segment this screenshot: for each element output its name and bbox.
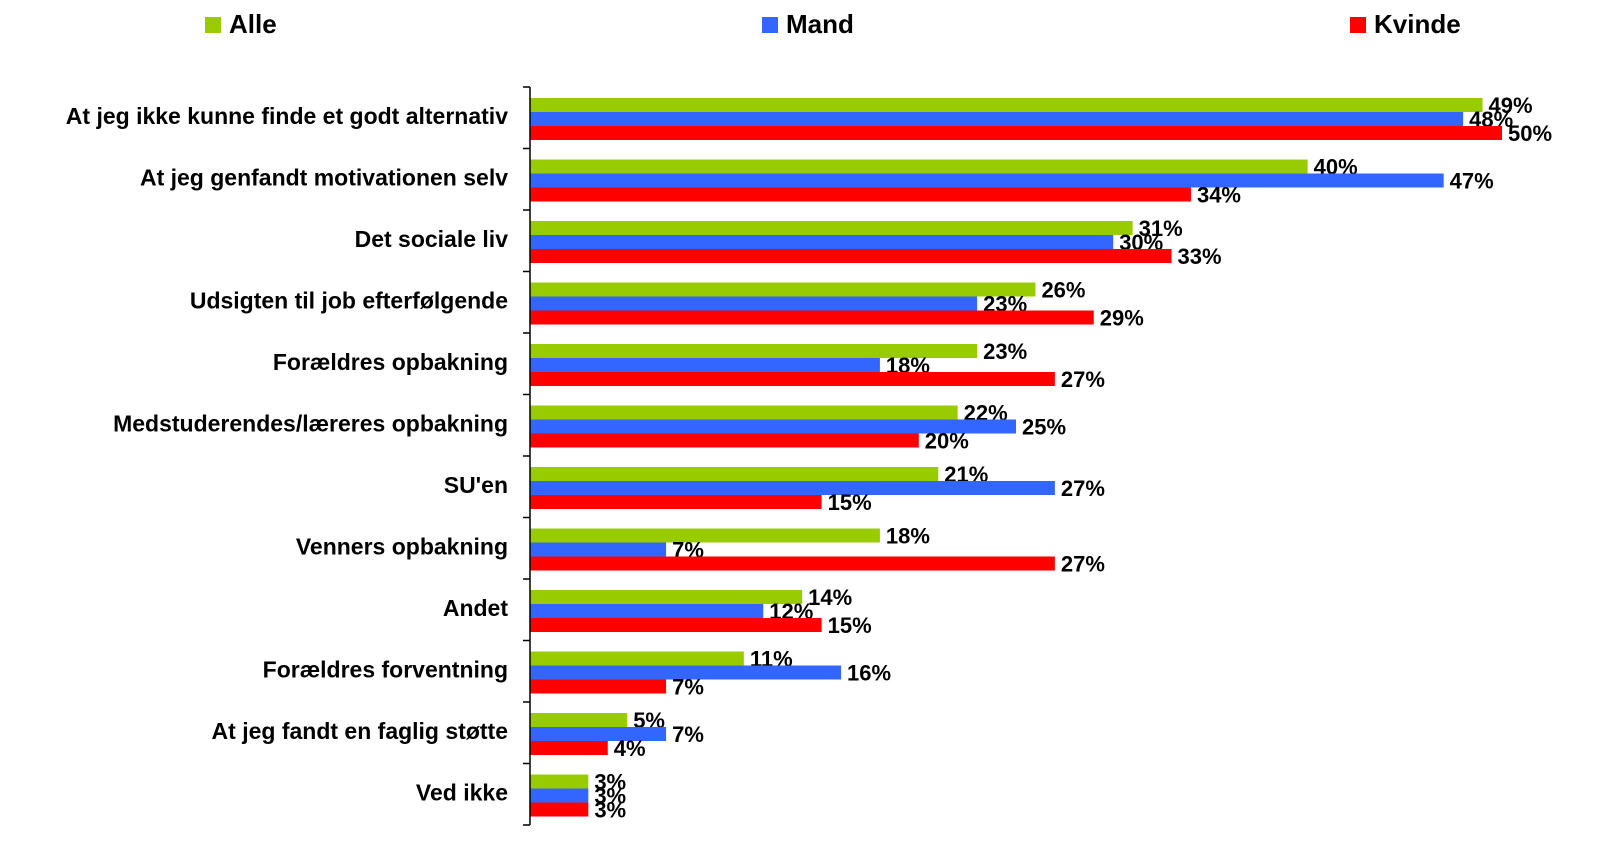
y-tick-label: Ved ikke [416,779,508,805]
bar [530,126,1502,140]
value-label: 27% [1061,367,1105,392]
y-tick-label: SU'en [444,472,508,498]
value-label: 26% [1041,277,1085,302]
bar [530,112,1464,126]
bar [530,727,667,741]
legend-label: Kvinde [1374,9,1461,39]
bar [530,618,822,632]
bar [530,604,764,618]
bar [530,467,939,481]
bar [530,802,589,817]
bar [530,358,880,372]
y-tick-label: Det sociale liv [355,226,509,252]
bar [530,235,1114,249]
bar [530,310,1094,325]
bar [530,481,1055,495]
value-label: 3% [594,769,626,794]
value-label: 4% [614,736,646,761]
bar [530,542,667,557]
value-label: 49% [1489,93,1533,118]
y-tick-label: Medstuderendes/læreres opbakning [113,410,508,436]
bar [530,221,1133,235]
y-tick-label: At jeg genfandt motivationen selv [140,164,508,190]
bar [530,495,822,509]
bar [530,556,1055,571]
value-label: 15% [828,490,872,515]
bar [530,98,1483,112]
bar [530,173,1444,188]
legend-label: Mand [786,9,854,39]
bar [530,774,589,789]
y-tick-label: Udsigten til job efterfølgende [190,287,508,313]
bar [530,741,608,755]
bar [530,433,919,448]
value-label: 18% [886,523,930,548]
bar [530,665,842,680]
value-label: 14% [808,585,852,610]
y-tick-label: Andet [443,595,509,621]
value-label: 25% [1022,414,1066,439]
legend-swatch [205,17,221,33]
value-label: 7% [672,674,704,699]
value-label: 23% [983,339,1027,364]
value-label: 15% [828,613,872,638]
value-label: 33% [1178,244,1222,269]
bar [530,590,803,604]
value-label: 16% [847,660,891,685]
legend-label: Alle [229,9,277,39]
value-label: 47% [1450,168,1494,193]
bar [530,249,1172,263]
value-label: 29% [1100,305,1144,330]
bar [530,679,667,694]
value-label: 20% [925,428,969,453]
bar [530,528,880,543]
legend-swatch [1350,17,1366,33]
value-label: 34% [1197,182,1241,207]
bar [530,419,1016,434]
bar [530,187,1191,202]
value-label: 3% [594,797,626,822]
value-label: 7% [672,722,704,747]
value-label: 31% [1139,216,1183,241]
bar [530,788,589,803]
y-tick-label: Venners opbakning [296,533,508,559]
y-tick-label: Forældres opbakning [273,349,508,375]
value-label: 3% [594,783,626,808]
bar [530,372,1055,386]
y-tick-label: Forældres forventning [263,656,508,682]
legend-swatch [762,17,778,33]
y-tick-label: At jeg ikke kunne finde et godt alternat… [66,103,508,129]
bar [530,296,978,311]
value-label: 27% [1061,476,1105,501]
value-label: 50% [1508,121,1552,146]
value-label: 27% [1061,551,1105,576]
y-tick-label: At jeg fandt en faglig støtte [212,718,508,744]
bar [530,159,1308,174]
bar [530,405,958,420]
bar [530,651,744,666]
bar [530,344,978,358]
bar [530,713,628,727]
bar [530,282,1036,297]
